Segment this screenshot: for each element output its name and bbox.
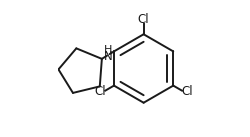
Text: Cl: Cl bbox=[137, 13, 149, 26]
Text: Cl: Cl bbox=[94, 85, 106, 98]
Text: H: H bbox=[103, 45, 112, 55]
Text: N: N bbox=[103, 50, 112, 63]
Text: Cl: Cl bbox=[180, 85, 192, 98]
